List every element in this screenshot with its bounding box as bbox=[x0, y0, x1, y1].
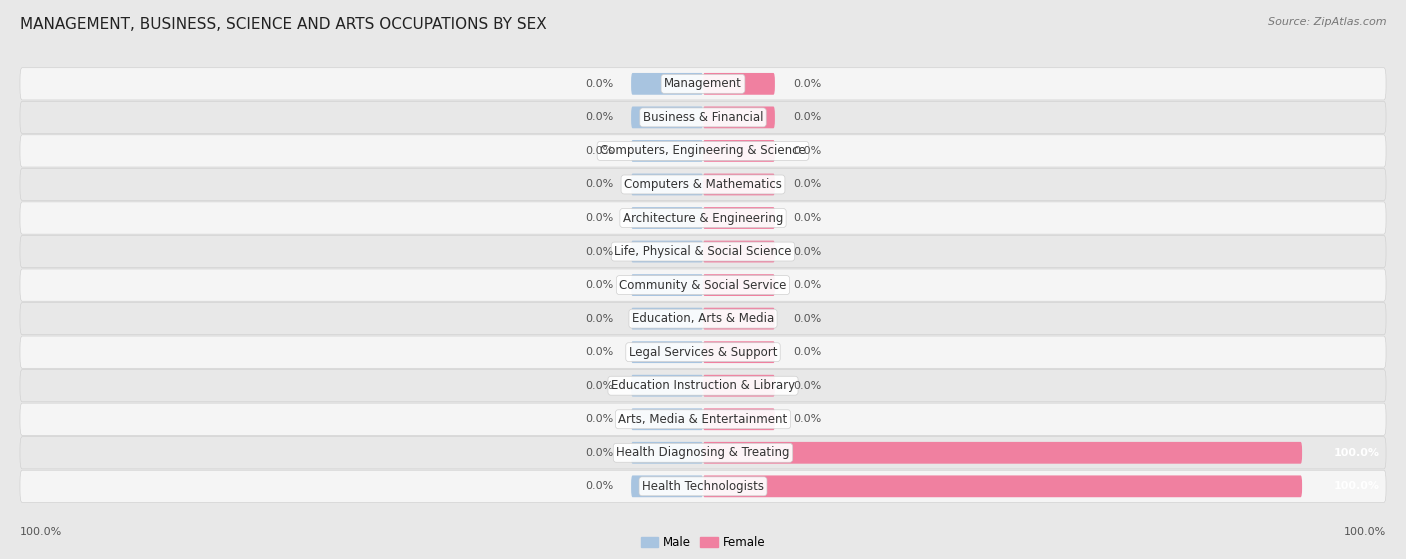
Legend: Male, Female: Male, Female bbox=[636, 532, 770, 554]
FancyBboxPatch shape bbox=[631, 408, 703, 430]
Text: 0.0%: 0.0% bbox=[585, 314, 613, 324]
Text: 0.0%: 0.0% bbox=[793, 213, 821, 223]
FancyBboxPatch shape bbox=[703, 274, 775, 296]
Text: 0.0%: 0.0% bbox=[585, 146, 613, 156]
FancyBboxPatch shape bbox=[631, 442, 703, 464]
Text: 100.0%: 100.0% bbox=[20, 527, 62, 537]
Text: Source: ZipAtlas.com: Source: ZipAtlas.com bbox=[1268, 17, 1386, 27]
Text: 0.0%: 0.0% bbox=[793, 280, 821, 290]
FancyBboxPatch shape bbox=[20, 302, 1386, 335]
Text: 0.0%: 0.0% bbox=[793, 347, 821, 357]
FancyBboxPatch shape bbox=[20, 403, 1386, 435]
FancyBboxPatch shape bbox=[631, 240, 703, 263]
Text: Management: Management bbox=[664, 77, 742, 91]
FancyBboxPatch shape bbox=[703, 140, 775, 162]
Text: 0.0%: 0.0% bbox=[585, 448, 613, 458]
FancyBboxPatch shape bbox=[631, 274, 703, 296]
FancyBboxPatch shape bbox=[631, 207, 703, 229]
Text: 0.0%: 0.0% bbox=[793, 179, 821, 190]
FancyBboxPatch shape bbox=[631, 106, 703, 128]
FancyBboxPatch shape bbox=[20, 235, 1386, 268]
Text: Computers & Mathematics: Computers & Mathematics bbox=[624, 178, 782, 191]
Text: 100.0%: 100.0% bbox=[1334, 481, 1379, 491]
Text: 0.0%: 0.0% bbox=[793, 247, 821, 257]
Text: 0.0%: 0.0% bbox=[585, 247, 613, 257]
Text: Computers, Engineering & Science: Computers, Engineering & Science bbox=[600, 144, 806, 158]
FancyBboxPatch shape bbox=[20, 269, 1386, 301]
Text: 0.0%: 0.0% bbox=[585, 79, 613, 89]
FancyBboxPatch shape bbox=[703, 476, 1302, 498]
FancyBboxPatch shape bbox=[631, 173, 703, 196]
FancyBboxPatch shape bbox=[20, 101, 1386, 134]
FancyBboxPatch shape bbox=[20, 135, 1386, 167]
FancyBboxPatch shape bbox=[20, 68, 1386, 100]
FancyBboxPatch shape bbox=[631, 307, 703, 330]
FancyBboxPatch shape bbox=[631, 341, 703, 363]
Text: 0.0%: 0.0% bbox=[585, 347, 613, 357]
FancyBboxPatch shape bbox=[631, 140, 703, 162]
Text: 100.0%: 100.0% bbox=[1344, 527, 1386, 537]
Text: Education Instruction & Library: Education Instruction & Library bbox=[612, 379, 794, 392]
Text: Health Diagnosing & Treating: Health Diagnosing & Treating bbox=[616, 446, 790, 459]
FancyBboxPatch shape bbox=[20, 168, 1386, 201]
Text: 0.0%: 0.0% bbox=[585, 112, 613, 122]
FancyBboxPatch shape bbox=[631, 73, 703, 94]
Text: MANAGEMENT, BUSINESS, SCIENCE AND ARTS OCCUPATIONS BY SEX: MANAGEMENT, BUSINESS, SCIENCE AND ARTS O… bbox=[20, 17, 547, 32]
Text: Education, Arts & Media: Education, Arts & Media bbox=[631, 312, 775, 325]
FancyBboxPatch shape bbox=[631, 375, 703, 397]
Text: Architecture & Engineering: Architecture & Engineering bbox=[623, 211, 783, 225]
Text: 0.0%: 0.0% bbox=[585, 481, 613, 491]
FancyBboxPatch shape bbox=[703, 307, 775, 330]
FancyBboxPatch shape bbox=[20, 437, 1386, 469]
FancyBboxPatch shape bbox=[703, 442, 1302, 464]
FancyBboxPatch shape bbox=[20, 202, 1386, 234]
FancyBboxPatch shape bbox=[20, 369, 1386, 402]
FancyBboxPatch shape bbox=[703, 408, 775, 430]
FancyBboxPatch shape bbox=[703, 341, 775, 363]
Text: 0.0%: 0.0% bbox=[585, 179, 613, 190]
FancyBboxPatch shape bbox=[703, 173, 775, 196]
Text: 0.0%: 0.0% bbox=[793, 414, 821, 424]
FancyBboxPatch shape bbox=[703, 375, 775, 397]
Text: Business & Financial: Business & Financial bbox=[643, 111, 763, 124]
Text: 0.0%: 0.0% bbox=[585, 414, 613, 424]
Text: Community & Social Service: Community & Social Service bbox=[619, 278, 787, 292]
Text: Legal Services & Support: Legal Services & Support bbox=[628, 345, 778, 359]
FancyBboxPatch shape bbox=[703, 207, 775, 229]
Text: 0.0%: 0.0% bbox=[585, 280, 613, 290]
Text: 0.0%: 0.0% bbox=[793, 314, 821, 324]
Text: Health Technologists: Health Technologists bbox=[643, 480, 763, 493]
Text: 100.0%: 100.0% bbox=[1334, 448, 1379, 458]
Text: 0.0%: 0.0% bbox=[793, 112, 821, 122]
FancyBboxPatch shape bbox=[20, 336, 1386, 368]
FancyBboxPatch shape bbox=[703, 240, 775, 263]
Text: Life, Physical & Social Science: Life, Physical & Social Science bbox=[614, 245, 792, 258]
FancyBboxPatch shape bbox=[20, 470, 1386, 503]
FancyBboxPatch shape bbox=[703, 106, 775, 128]
Text: 0.0%: 0.0% bbox=[585, 213, 613, 223]
Text: 0.0%: 0.0% bbox=[793, 79, 821, 89]
FancyBboxPatch shape bbox=[703, 73, 775, 94]
FancyBboxPatch shape bbox=[631, 476, 703, 498]
Text: 0.0%: 0.0% bbox=[793, 146, 821, 156]
Text: 0.0%: 0.0% bbox=[793, 381, 821, 391]
Text: 0.0%: 0.0% bbox=[585, 381, 613, 391]
Text: Arts, Media & Entertainment: Arts, Media & Entertainment bbox=[619, 413, 787, 426]
